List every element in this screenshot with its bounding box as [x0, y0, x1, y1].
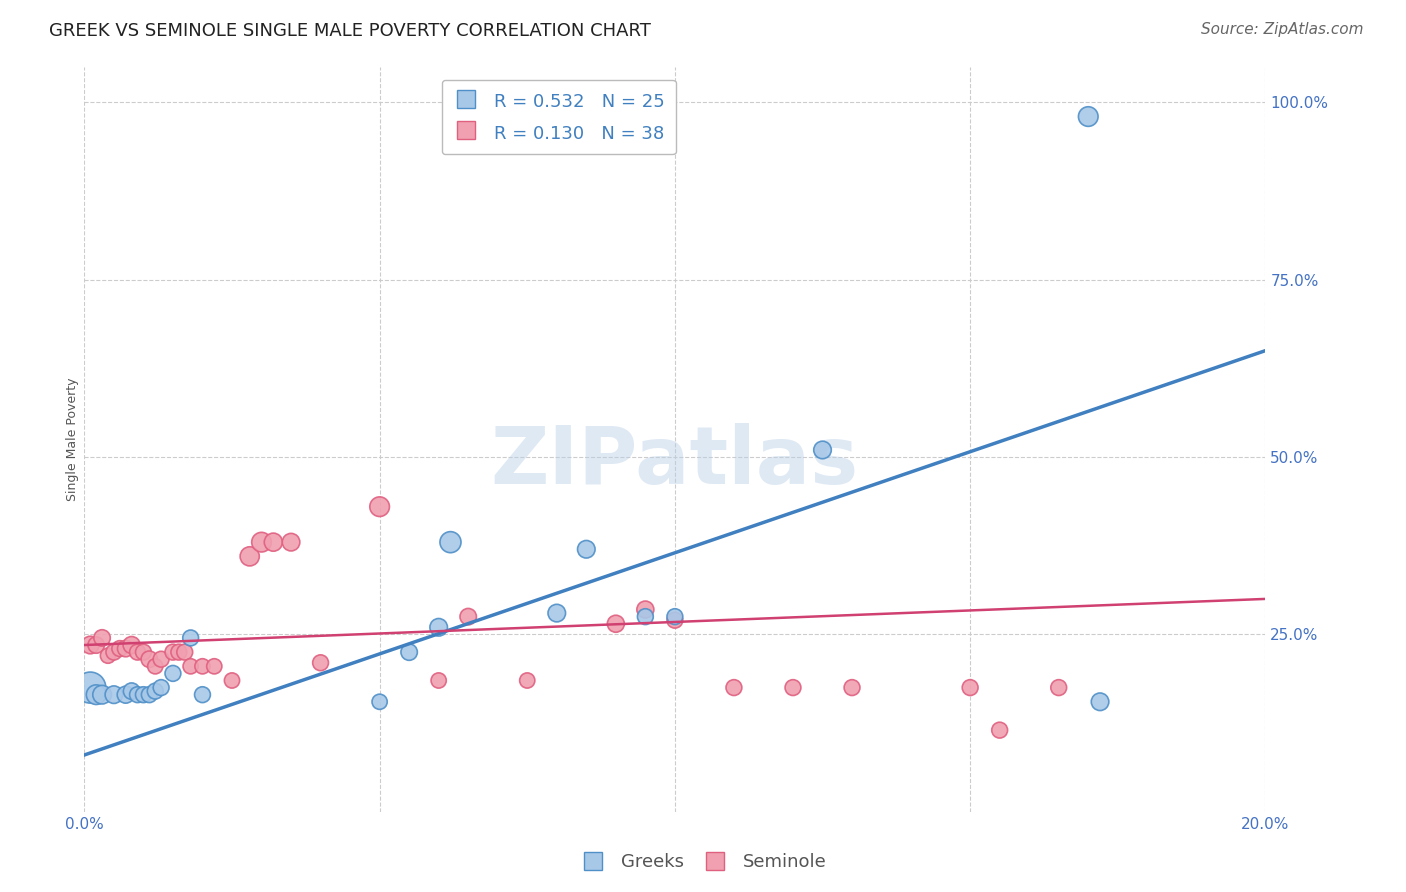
Point	[262, 535, 284, 549]
Point	[180, 659, 202, 673]
Point	[150, 652, 173, 666]
Point	[103, 688, 125, 702]
Point	[427, 673, 450, 688]
Point	[516, 673, 538, 688]
Point	[91, 688, 114, 702]
Point	[988, 723, 1011, 738]
Point	[1077, 110, 1099, 124]
Text: GREEK VS SEMINOLE SINGLE MALE POVERTY CORRELATION CHART: GREEK VS SEMINOLE SINGLE MALE POVERTY CO…	[49, 22, 651, 40]
Point	[132, 645, 155, 659]
Point	[664, 609, 686, 624]
Point	[91, 631, 114, 645]
Point	[546, 606, 568, 620]
Legend: R = 0.532   N = 25, R = 0.130   N = 38: R = 0.532 N = 25, R = 0.130 N = 38	[441, 79, 676, 154]
Point	[959, 681, 981, 695]
Point	[114, 688, 136, 702]
Point	[191, 659, 214, 673]
Point	[79, 681, 101, 695]
Point	[150, 681, 173, 695]
Point	[202, 659, 225, 673]
Point	[127, 688, 149, 702]
Point	[180, 631, 202, 645]
Point	[121, 638, 143, 652]
Point	[162, 666, 184, 681]
Text: ZIPatlas: ZIPatlas	[491, 423, 859, 500]
Point	[138, 688, 160, 702]
Point	[84, 688, 107, 702]
Point	[221, 673, 243, 688]
Point	[457, 609, 479, 624]
Point	[79, 638, 101, 652]
Point	[121, 684, 143, 698]
Point	[605, 616, 627, 631]
Point	[167, 645, 190, 659]
Point	[439, 535, 461, 549]
Point	[127, 645, 149, 659]
Point	[97, 648, 120, 663]
Point	[250, 535, 273, 549]
Point	[309, 656, 332, 670]
Point	[782, 681, 804, 695]
Point	[143, 684, 166, 698]
Point	[1047, 681, 1070, 695]
Point	[103, 645, 125, 659]
Point	[138, 652, 160, 666]
Point	[427, 620, 450, 634]
Point	[841, 681, 863, 695]
Point	[634, 609, 657, 624]
Point	[132, 688, 155, 702]
Point	[239, 549, 262, 564]
Point	[811, 442, 834, 457]
Y-axis label: Single Male Poverty: Single Male Poverty	[66, 377, 79, 501]
Point	[723, 681, 745, 695]
Point	[84, 638, 107, 652]
Point	[143, 659, 166, 673]
Point	[368, 695, 391, 709]
Point	[575, 542, 598, 557]
Point	[664, 613, 686, 627]
Legend: Greeks, Seminole: Greeks, Seminole	[572, 847, 834, 879]
Point	[1088, 695, 1111, 709]
Text: Source: ZipAtlas.com: Source: ZipAtlas.com	[1201, 22, 1364, 37]
Point	[191, 688, 214, 702]
Point	[162, 645, 184, 659]
Point	[280, 535, 302, 549]
Point	[108, 641, 131, 656]
Point	[398, 645, 420, 659]
Point	[368, 500, 391, 514]
Point	[114, 641, 136, 656]
Point	[173, 645, 195, 659]
Point	[634, 602, 657, 616]
